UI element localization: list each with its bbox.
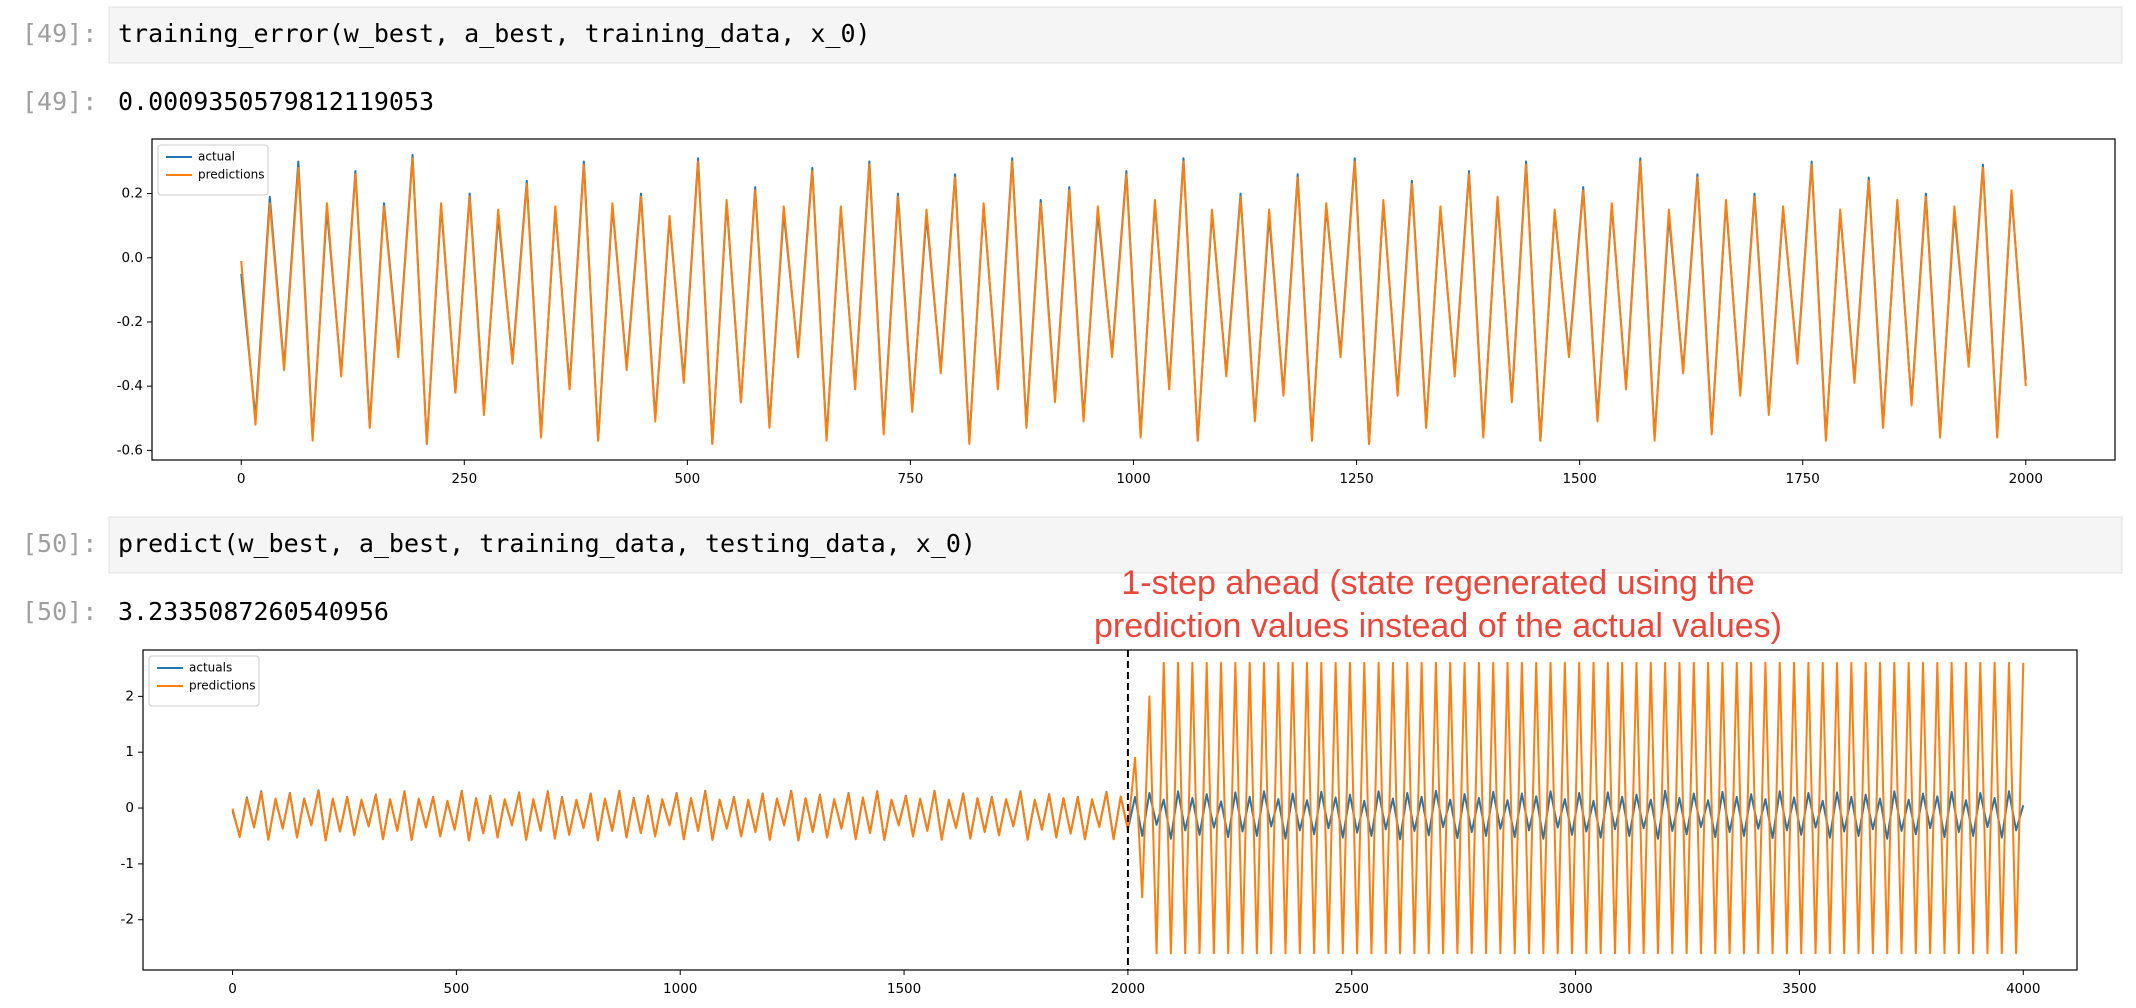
- x-tick-label: 2000: [1111, 981, 1145, 997]
- x-tick-label: 1500: [1562, 471, 1596, 487]
- input-prompt: [49]:: [22, 19, 97, 48]
- y-tick-label: 0: [125, 800, 134, 816]
- output-text: 3.2335087260540956: [118, 597, 389, 626]
- y-tick-label: 1: [125, 744, 134, 760]
- y-tick-label: -2: [121, 912, 134, 928]
- x-tick-label: 1250: [1339, 471, 1373, 487]
- x-tick-label: 500: [443, 981, 469, 997]
- output-text: 0.0009350579812119053: [118, 87, 434, 116]
- series-line: [240, 157, 2027, 445]
- legend-label: actuals: [189, 661, 232, 675]
- annotation: 1-step ahead (state regenerated using th…: [1121, 564, 1754, 602]
- x-tick-label: 750: [898, 471, 924, 487]
- y-tick-label: 0.0: [122, 250, 143, 266]
- x-tick-label: 1000: [663, 981, 697, 997]
- code: predict(w_best, a_best, training_data, t…: [118, 529, 976, 558]
- annotation: prediction values instead of the actual …: [1094, 607, 1782, 645]
- y-tick-label: -0.4: [117, 378, 143, 394]
- output-prompt: [49]:: [22, 87, 97, 116]
- x-tick-label: 2500: [1335, 981, 1369, 997]
- legend-label: predictions: [198, 168, 264, 182]
- x-tick-label: 4000: [2006, 981, 2040, 997]
- plot-frame: [142, 649, 2078, 971]
- plot-frame: [151, 138, 2116, 461]
- legend-label: predictions: [189, 679, 255, 693]
- x-tick-label: 0: [228, 981, 237, 997]
- legend-label: actual: [198, 150, 235, 164]
- x-tick-label: 1500: [887, 981, 921, 997]
- x-tick-label: 3500: [1782, 981, 1816, 997]
- y-tick-label: 2: [125, 688, 134, 704]
- y-tick-label: -0.6: [117, 442, 143, 458]
- x-tick-label: 250: [451, 471, 477, 487]
- x-tick-label: 500: [674, 471, 700, 487]
- x-tick-label: 0: [237, 471, 246, 487]
- y-tick-label: 0.2: [122, 186, 143, 202]
- code: training_error(w_best, a_best, training_…: [118, 19, 871, 48]
- y-tick-label: -0.2: [117, 314, 143, 330]
- input-prompt: [50]:: [22, 529, 97, 558]
- x-tick-label: 3000: [1558, 981, 1592, 997]
- x-tick-label: 2000: [2009, 471, 2043, 487]
- y-tick-label: -1: [121, 856, 134, 872]
- code-cell[interactable]: [108, 6, 2123, 64]
- code-cell[interactable]: [108, 516, 2123, 574]
- x-tick-label: 1000: [1116, 471, 1150, 487]
- output-prompt: [50]:: [22, 597, 97, 626]
- x-tick-label: 1750: [1786, 471, 1820, 487]
